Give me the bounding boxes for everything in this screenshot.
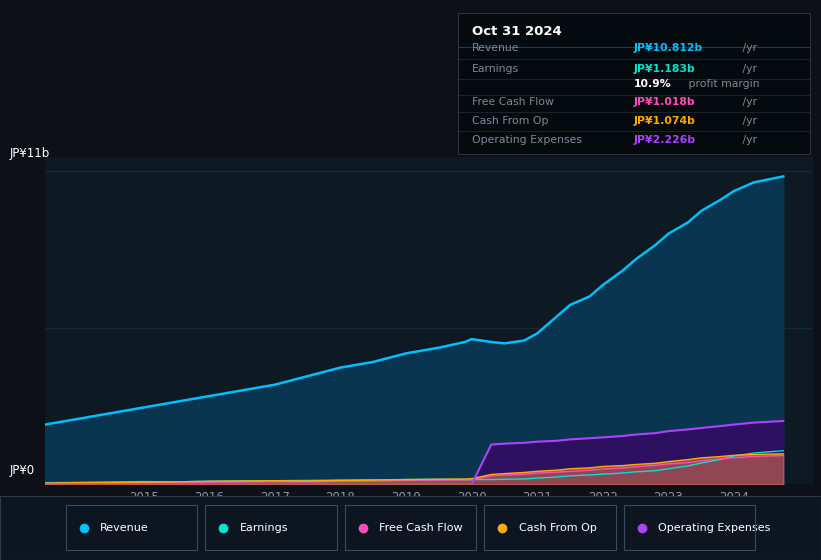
Text: Cash From Op: Cash From Op xyxy=(472,116,548,126)
Text: /yr: /yr xyxy=(739,135,757,145)
Text: JP¥1.074b: JP¥1.074b xyxy=(634,116,695,126)
Text: Earnings: Earnings xyxy=(240,523,288,533)
Text: Earnings: Earnings xyxy=(472,64,520,73)
Text: /yr: /yr xyxy=(739,97,757,107)
Text: JP¥1.183b: JP¥1.183b xyxy=(634,64,695,73)
Text: 10.9%: 10.9% xyxy=(634,79,672,89)
Text: Free Cash Flow: Free Cash Flow xyxy=(379,523,463,533)
Text: /yr: /yr xyxy=(739,43,757,53)
Text: /yr: /yr xyxy=(739,116,757,126)
Text: Operating Expenses: Operating Expenses xyxy=(472,135,582,145)
Text: JP¥0: JP¥0 xyxy=(10,464,35,477)
Text: Operating Expenses: Operating Expenses xyxy=(658,523,771,533)
Text: /yr: /yr xyxy=(739,64,757,73)
Text: Cash From Op: Cash From Op xyxy=(519,523,597,533)
Text: Oct 31 2024: Oct 31 2024 xyxy=(472,25,562,38)
Text: Free Cash Flow: Free Cash Flow xyxy=(472,97,554,107)
Text: Revenue: Revenue xyxy=(100,523,149,533)
Text: JP¥1.018b: JP¥1.018b xyxy=(634,97,695,107)
Text: JP¥10.812b: JP¥10.812b xyxy=(634,43,703,53)
Text: JP¥2.226b: JP¥2.226b xyxy=(634,135,696,145)
Text: Revenue: Revenue xyxy=(472,43,520,53)
Text: JP¥11b: JP¥11b xyxy=(10,147,50,160)
Text: profit margin: profit margin xyxy=(685,79,759,89)
